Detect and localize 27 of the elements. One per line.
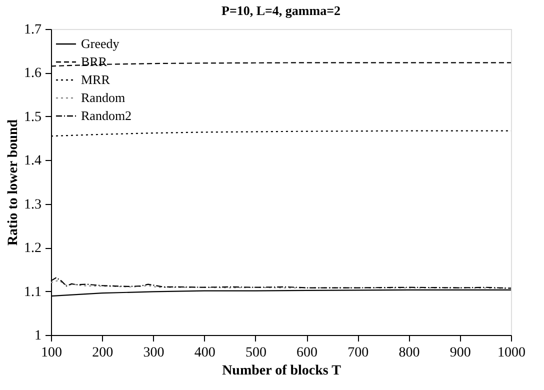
legend-label: Random2 [81, 108, 132, 123]
x-tick-label: 1000 [498, 346, 526, 360]
x-tick-label: 900 [450, 346, 471, 360]
x-axis-title: Number of blocks T [222, 364, 342, 378]
y-tick-label: 1.2 [24, 241, 42, 256]
line-series [50, 280, 512, 289]
y-tick-label: 1 [34, 328, 42, 344]
y-tick-label: 1.5 [24, 110, 42, 125]
x-tick-label: 100 [41, 346, 62, 360]
x-tick-label: 500 [245, 346, 266, 360]
x-tick-label: 300 [143, 346, 164, 360]
y-tick-label: 1.1 [24, 284, 42, 300]
y-axis-title: Ratio to lower bound [6, 119, 21, 246]
y-tick-label: 1.7 [24, 22, 42, 38]
legend-label: Greedy [81, 36, 120, 51]
legend-label: BRR [81, 54, 108, 69]
legend-label: Random [81, 90, 126, 105]
y-tick-label: 1.3 [24, 197, 42, 212]
chart-title: P=10, L=4, gamma=2 [222, 3, 340, 18]
x-tick-label: 400 [194, 346, 216, 360]
x-tick-label: 200 [92, 346, 114, 360]
legend-label: MRR [81, 72, 110, 87]
x-tick-label: 600 [296, 346, 318, 360]
y-tick-label: 1.6 [24, 66, 42, 82]
y-tick-label: 1.4 [24, 154, 42, 169]
x-tick-label: 700 [348, 346, 369, 360]
x-tick-label: 800 [398, 346, 420, 360]
